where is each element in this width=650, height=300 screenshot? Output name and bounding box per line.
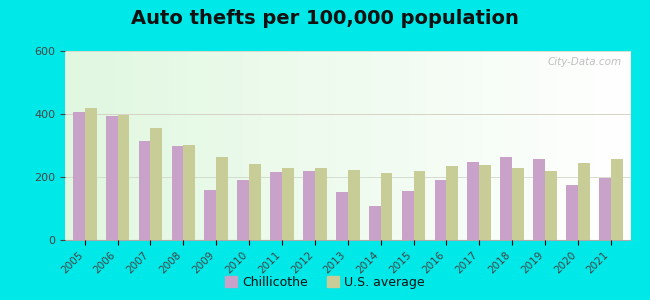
Bar [369, 206, 381, 240]
Bar [204, 190, 216, 240]
Bar [138, 141, 151, 240]
Bar [303, 171, 315, 240]
Bar [479, 165, 491, 240]
Bar [106, 116, 118, 240]
Bar [172, 146, 183, 240]
Bar [336, 192, 348, 240]
Bar [402, 191, 413, 240]
Bar [435, 179, 447, 240]
Bar [183, 145, 195, 240]
Bar [270, 172, 282, 240]
Bar [566, 185, 578, 240]
Bar [282, 168, 294, 240]
Bar [545, 171, 557, 240]
Bar [578, 163, 590, 240]
Bar [315, 167, 327, 240]
Bar [216, 158, 228, 240]
Legend: Chillicothe, U.S. average: Chillicothe, U.S. average [220, 271, 430, 294]
Bar [237, 179, 249, 240]
Bar [512, 168, 524, 240]
Bar [348, 170, 359, 240]
Bar [381, 173, 393, 240]
Bar [84, 108, 97, 240]
Text: City-Data.com: City-Data.com [548, 57, 622, 67]
Bar [599, 178, 611, 240]
Bar [467, 162, 479, 240]
Bar [249, 164, 261, 240]
Bar [447, 166, 458, 240]
Bar [118, 115, 129, 240]
Text: Auto thefts per 100,000 population: Auto thefts per 100,000 population [131, 9, 519, 28]
Bar [413, 171, 425, 240]
Bar [500, 158, 512, 240]
Bar [151, 128, 162, 240]
Bar [533, 159, 545, 240]
Bar [73, 112, 84, 240]
Bar [611, 159, 623, 240]
